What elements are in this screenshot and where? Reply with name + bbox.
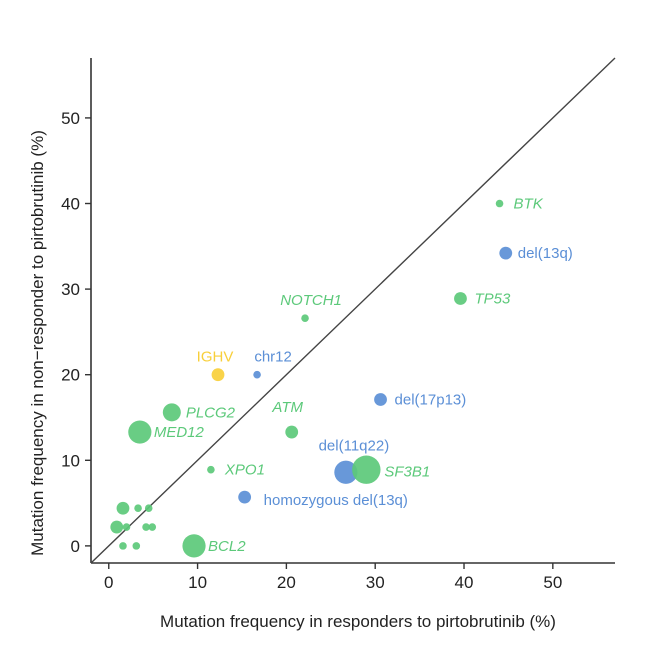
y-tick-label: 0 — [71, 537, 80, 556]
y-tick-label: 10 — [61, 451, 80, 470]
point-ighv — [211, 368, 225, 382]
y-axis-title: Mutation frequency in non−responder to p… — [28, 130, 47, 556]
point-unlabeled — [119, 542, 127, 550]
identity-line — [90, 57, 616, 564]
x-tick-label: 30 — [366, 573, 385, 592]
points-group — [110, 199, 513, 558]
y-tick-label: 50 — [61, 109, 80, 128]
reference-line-group — [90, 57, 616, 564]
point-del-17p13 — [374, 393, 387, 406]
point-label: PLCG2 — [186, 404, 236, 421]
y-tick-label: 40 — [61, 195, 80, 214]
point-del-13q — [499, 246, 513, 260]
point-homozygous-del-13q — [238, 490, 252, 504]
point-plcg2 — [162, 403, 181, 422]
x-tick-label: 40 — [455, 573, 474, 592]
point-label: BTK — [514, 196, 544, 213]
point-unlabeled — [132, 542, 141, 550]
point-tp53 — [454, 292, 467, 305]
point-unlabeled — [110, 520, 124, 534]
point-unlabeled — [142, 523, 150, 531]
point-unlabeled — [122, 523, 131, 531]
x-tick-label: 50 — [543, 573, 562, 592]
point-btk — [495, 199, 504, 208]
x-tick-label: 10 — [188, 573, 207, 592]
point-atm — [285, 425, 299, 439]
point-unlabeled — [134, 504, 142, 513]
point-label: del(11q22) — [319, 437, 390, 454]
point-label: homozygous del(13q) — [264, 492, 408, 509]
axes: 0 10 20 30 40 50 0 10 20 30 40 50 — [61, 58, 615, 592]
point-xpo1 — [207, 465, 215, 474]
point-label: ATM — [271, 399, 303, 416]
point-del-11q22 — [334, 460, 358, 484]
point-label: chr12 — [254, 349, 292, 366]
point-unlabeled — [148, 523, 157, 531]
y-tick-label: 30 — [61, 280, 80, 299]
point-med12 — [128, 420, 152, 444]
x-axis-title: Mutation frequency in responders to pirt… — [160, 612, 556, 631]
point-label: BCL2 — [208, 538, 246, 555]
point-label: SF3B1 — [384, 464, 430, 481]
point-notch1 — [301, 314, 309, 323]
point-label: del(17p13) — [395, 392, 467, 409]
point-sf3b1 — [352, 455, 381, 484]
point-label: del(13q) — [518, 245, 573, 262]
point-unlabeled — [144, 504, 153, 513]
point-unlabeled — [116, 501, 130, 515]
point-chr12 — [253, 370, 261, 379]
point-bcl2 — [182, 534, 206, 558]
point-label: MED12 — [154, 424, 205, 441]
point-label: XPO1 — [224, 462, 265, 479]
y-tick-label: 20 — [61, 366, 80, 385]
point-labels-group: BTK del(13q) TP53 NOTCH1 IGHV chr12 del(17p13)… — [154, 196, 573, 555]
x-tick-label: 20 — [277, 573, 296, 592]
point-label: IGHV — [197, 349, 234, 366]
point-label: NOTCH1 — [280, 292, 342, 309]
x-tick-label: 0 — [104, 573, 113, 592]
point-label: TP53 — [474, 291, 511, 308]
